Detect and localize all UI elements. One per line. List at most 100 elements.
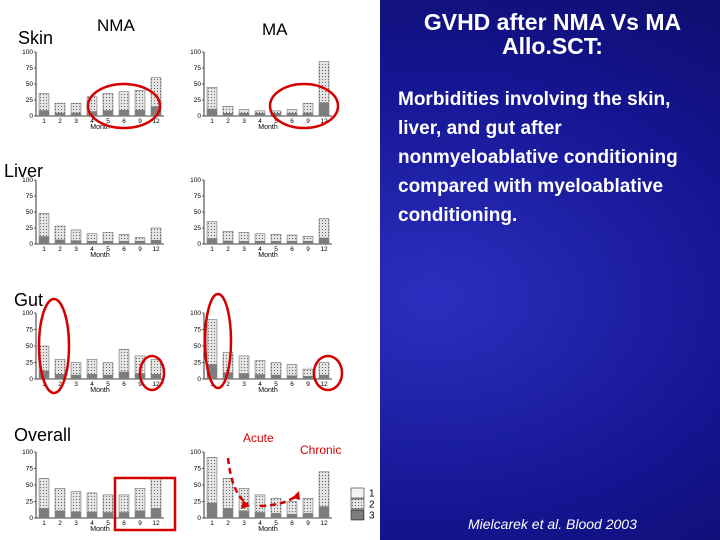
x-tick-label: 12 [152, 118, 160, 125]
bar-segment [319, 506, 329, 518]
bar-segment [103, 512, 113, 518]
x-tick-label: 6 [122, 118, 126, 125]
row-label-gut: Gut [14, 290, 44, 310]
x-axis-label-gut-ma: Month [258, 387, 278, 394]
bar-segment [87, 374, 97, 379]
y-tick-label: 50 [194, 343, 202, 350]
y-tick-label: 100 [190, 310, 201, 317]
bar-segment [71, 240, 81, 244]
x-tick-label: 6 [122, 246, 126, 253]
bar-segment [287, 113, 297, 116]
x-tick-label: 1 [210, 246, 214, 253]
x-tick-label: 2 [58, 381, 62, 388]
x-tick-label: 6 [290, 118, 294, 125]
bar-segment [223, 508, 233, 518]
x-tick-label: 9 [306, 118, 310, 125]
x-tick-label: 5 [106, 381, 110, 388]
bar-segment [207, 502, 217, 518]
y-tick-label: 100 [190, 49, 201, 56]
x-axis-label-overall-ma: Month [258, 526, 278, 533]
row-label-skin: Skin [18, 28, 54, 48]
x-tick-label: 9 [306, 246, 310, 253]
y-tick-label: 50 [194, 81, 202, 88]
y-tick-label: 100 [22, 177, 33, 184]
x-tick-label: 3 [74, 246, 78, 253]
x-tick-label: 4 [90, 381, 94, 388]
bar-segment [255, 512, 265, 518]
x-tick-label: 3 [74, 381, 78, 388]
bar-segment [239, 510, 249, 518]
x-tick-label: 2 [58, 520, 62, 527]
x-tick-label: 5 [274, 118, 278, 125]
x-axis-label-skin-ma: Month [258, 124, 278, 131]
y-tick-label: 75 [194, 466, 202, 473]
bar-segment [39, 508, 49, 518]
y-tick-label: 25 [194, 499, 202, 506]
x-tick-label: 4 [90, 520, 94, 527]
bar-segment [151, 240, 161, 244]
highlight-ellipse-gut-ma [203, 292, 233, 390]
bar-segment [87, 511, 97, 518]
y-tick-label: 50 [26, 209, 34, 216]
row-label-overall: Overall [14, 425, 72, 445]
bar-segment [319, 374, 329, 379]
x-tick-label: 12 [320, 118, 328, 125]
x-tick-label: 2 [58, 118, 62, 125]
x-tick-label: 3 [74, 520, 78, 527]
x-tick-label: 2 [226, 520, 230, 527]
y-tick-label: 0 [197, 515, 201, 522]
figure-panel [0, 0, 380, 540]
x-axis-label-overall-nma: Month [90, 526, 110, 533]
x-tick-label: 4 [258, 520, 262, 527]
x-tick-label: 6 [290, 381, 294, 388]
column-label-ma: MA [262, 20, 288, 39]
y-tick-label: 0 [197, 376, 201, 383]
x-tick-label: 1 [42, 118, 46, 125]
x-axis-label-skin-nma: Month [90, 124, 110, 131]
x-tick-label: 12 [152, 381, 160, 388]
x-tick-label: 1 [210, 520, 214, 527]
bar-segment [207, 108, 217, 116]
x-tick-label: 12 [320, 381, 328, 388]
x-tick-label: 9 [138, 118, 142, 125]
annotation-acute: Acute [243, 431, 274, 445]
x-tick-label: 5 [274, 381, 278, 388]
legend-label: 2 [369, 500, 375, 511]
y-tick-label: 50 [26, 343, 34, 350]
x-tick-label: 12 [152, 246, 160, 253]
bar-segment [119, 371, 129, 379]
x-axis-label-liver-nma: Month [90, 252, 110, 259]
x-tick-label: 5 [274, 520, 278, 527]
y-tick-label: 100 [22, 49, 33, 56]
bar-segment [207, 364, 217, 379]
y-tick-label: 50 [194, 209, 202, 216]
x-axis-label-gut-nma: Month [90, 387, 110, 394]
y-tick-label: 50 [26, 81, 34, 88]
bar-segment [151, 374, 161, 379]
row-label-liver: Liver [4, 161, 44, 181]
bar-segment [87, 241, 97, 244]
bar-segment [71, 374, 81, 379]
bar-segment [287, 513, 297, 518]
x-axis-label-liver-ma: Month [258, 252, 278, 259]
bar-segment [303, 241, 313, 244]
x-tick-label: 3 [242, 381, 246, 388]
highlight-ellipse-gut-nma-12 [138, 354, 166, 392]
bar-segment [271, 374, 281, 379]
legend-swatch [350, 509, 365, 521]
bar-segment [71, 112, 81, 116]
bar-segment [303, 513, 313, 518]
y-tick-label: 0 [197, 241, 201, 248]
bar-segment [135, 109, 145, 116]
bar-segment [239, 241, 249, 244]
x-tick-label: 12 [320, 246, 328, 253]
x-tick-label: 3 [242, 118, 246, 125]
column-label-nma: NMA [97, 16, 135, 35]
bar-segment [39, 110, 49, 116]
x-tick-label: 5 [106, 118, 110, 125]
y-tick-label: 0 [29, 376, 33, 383]
highlight-ellipse-skin-ma [268, 82, 340, 130]
y-tick-label: 25 [26, 225, 34, 232]
x-tick-label: 2 [58, 246, 62, 253]
